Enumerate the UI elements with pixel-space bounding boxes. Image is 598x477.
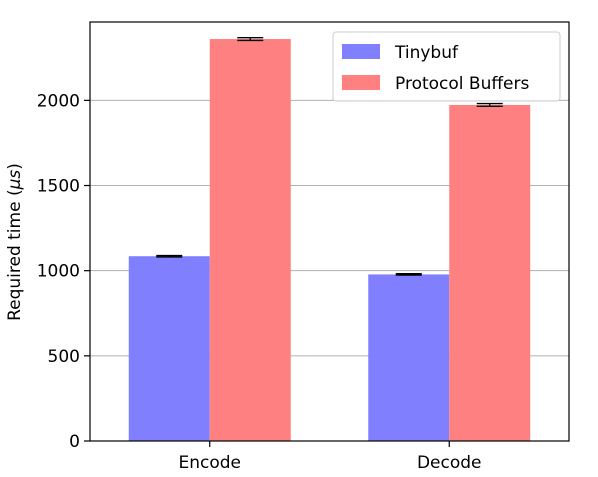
x-axis-ticks: Encode Decode	[178, 441, 482, 473]
bar	[209, 39, 291, 441]
x-tick-label: Decode	[417, 453, 482, 473]
y-tick-label: 0	[69, 432, 80, 452]
plot-area-frame	[89, 21, 570, 442]
bar	[128, 256, 210, 441]
y-axis-label-text: Required time (	[5, 189, 25, 321]
y-axis-ticks: 0 500 1000 1500 2000	[37, 91, 90, 452]
bar	[368, 274, 450, 441]
legend-swatch	[342, 75, 380, 90]
y-tick-label: 1500	[37, 177, 80, 197]
x-tick-label: Encode	[178, 453, 241, 473]
legend: Tinybuf Protocol Buffers	[332, 31, 561, 102]
y-tick-label: 1000	[37, 262, 80, 282]
legend-frame	[332, 31, 561, 102]
bars	[128, 39, 531, 442]
bar	[449, 104, 531, 442]
y-axis-label: Required time (μs)	[5, 163, 25, 321]
y-tick-label: 500	[48, 347, 80, 367]
y-axis-label-unit: μs	[5, 170, 25, 191]
legend-label: Tinybuf	[394, 43, 459, 63]
y-tick-label: 2000	[37, 91, 80, 111]
legend-label: Protocol Buffers	[395, 74, 530, 94]
y-axis-label-close: )	[5, 163, 25, 170]
error-bars	[156, 36, 503, 276]
legend-swatch	[342, 44, 380, 59]
